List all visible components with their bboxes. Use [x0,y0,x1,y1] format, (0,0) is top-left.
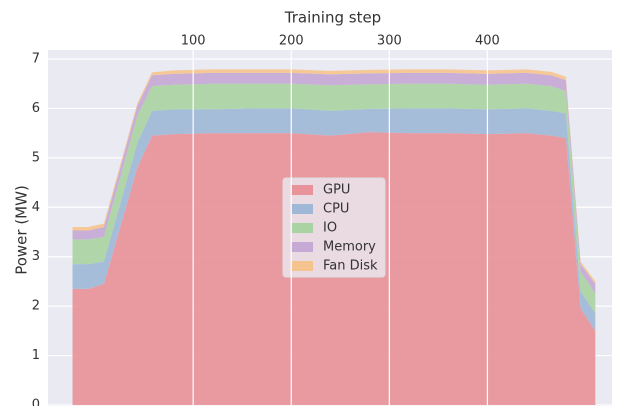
legend-label: IO [323,221,337,236]
legend-swatch [291,204,313,214]
legend-swatch [291,261,313,271]
y-tick-label: 3 [32,249,40,264]
legend-label: Memory [323,240,376,255]
legend-label: GPU [323,183,350,198]
y-tick-label: 4 [32,200,40,215]
x-tick-label: 300 [377,34,402,49]
area [72,108,596,331]
y-tick-label: 0 [32,398,40,406]
y-tick-label: 2 [32,299,40,314]
x-tick-label: 200 [279,34,304,49]
y-tick-label: 1 [32,348,40,363]
x-axis-label: Training step [284,9,381,27]
legend-swatch [291,223,313,233]
area [72,83,596,314]
legend-swatch [291,185,313,195]
y-tick-label: 7 [32,52,40,67]
x-tick-label: 400 [475,34,500,49]
legend-label: CPU [323,202,349,217]
y-axis-label: Power (MW) [13,185,31,275]
legend-swatch [291,242,313,252]
y-tick-label: 5 [32,150,40,165]
legend-box [282,177,386,278]
legend-label: Fan Disk [323,259,378,274]
y-tick-label: 6 [32,101,40,116]
x-tick-label: 100 [181,34,206,49]
